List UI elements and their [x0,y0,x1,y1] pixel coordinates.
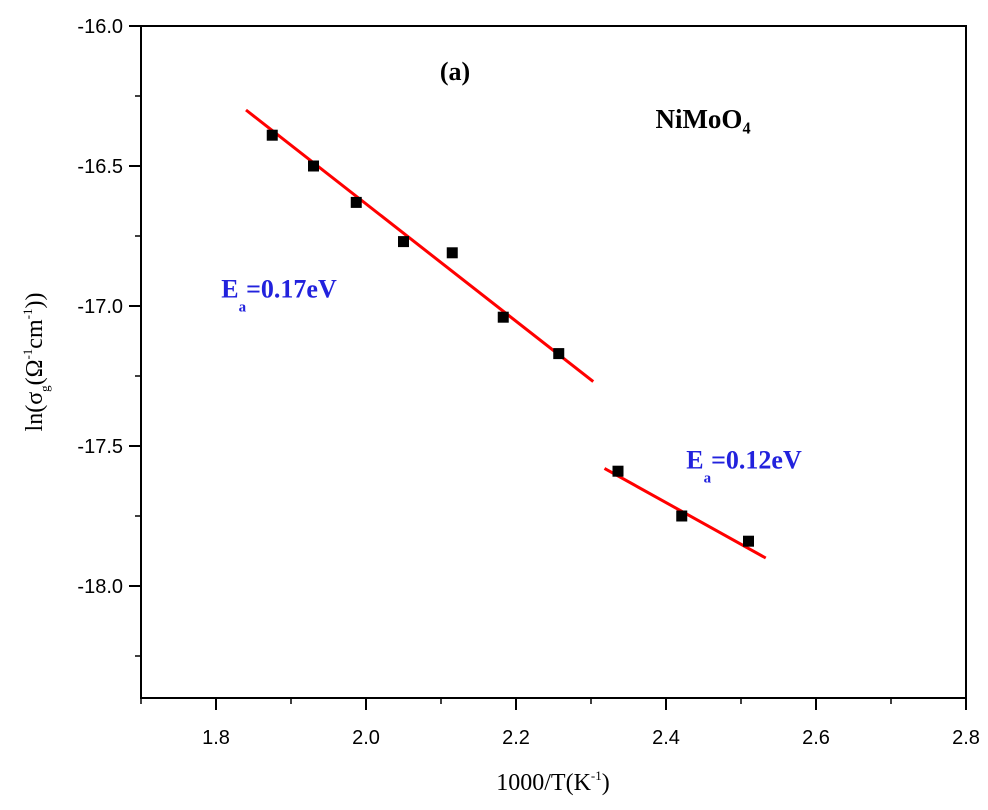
data-point [308,160,319,172]
activation-energy-label: Ea=0.17eV [221,275,337,316]
x-tick-label: 2.2 [502,727,530,749]
activation-energy-label: Ea=0.12eV [686,445,802,486]
x-tick-label: 2.0 [352,727,380,749]
x-tick-label: 1.8 [202,727,230,749]
y-tick-label: -17.0 [77,296,123,318]
compound-label: NiMoO₄ [655,104,750,134]
x-tick-label: 2.6 [802,727,830,749]
data-point [743,535,754,547]
x-axis-ticks: 1.8 2.0 2.2 2.4 2.6 2.8 [140,698,980,749]
data-point [497,311,509,323]
data-point [612,465,624,477]
data-points [266,129,754,547]
y-tick-label: -18.0 [77,576,123,598]
plot-frame [140,25,967,699]
y-tick-label: -16.0 [77,16,123,38]
data-point [350,196,362,208]
data-point [446,247,458,259]
fit-line [245,108,595,383]
y-tick-label: -17.5 [77,436,123,458]
data-point [553,348,565,360]
data-point [266,129,278,141]
data-point [676,510,688,522]
x-tick-label: 2.4 [652,727,680,749]
data-point [398,236,409,248]
y-tick-label: -16.5 [77,156,123,178]
x-tick-label: 2.8 [952,727,980,749]
annotations: Ea=0.17eV Ea=0.12eV [221,275,802,487]
y-axis-title: ln(σg(Ω-1cm-1)) [20,293,52,432]
x-axis-title: 1000/T(K-1) [496,768,610,796]
y-axis-ticks: -16.0 -16.5 -17.0 -17.5 -18.0 [77,16,141,657]
fit-lines [245,108,767,560]
panel-label: (a) [440,57,470,86]
